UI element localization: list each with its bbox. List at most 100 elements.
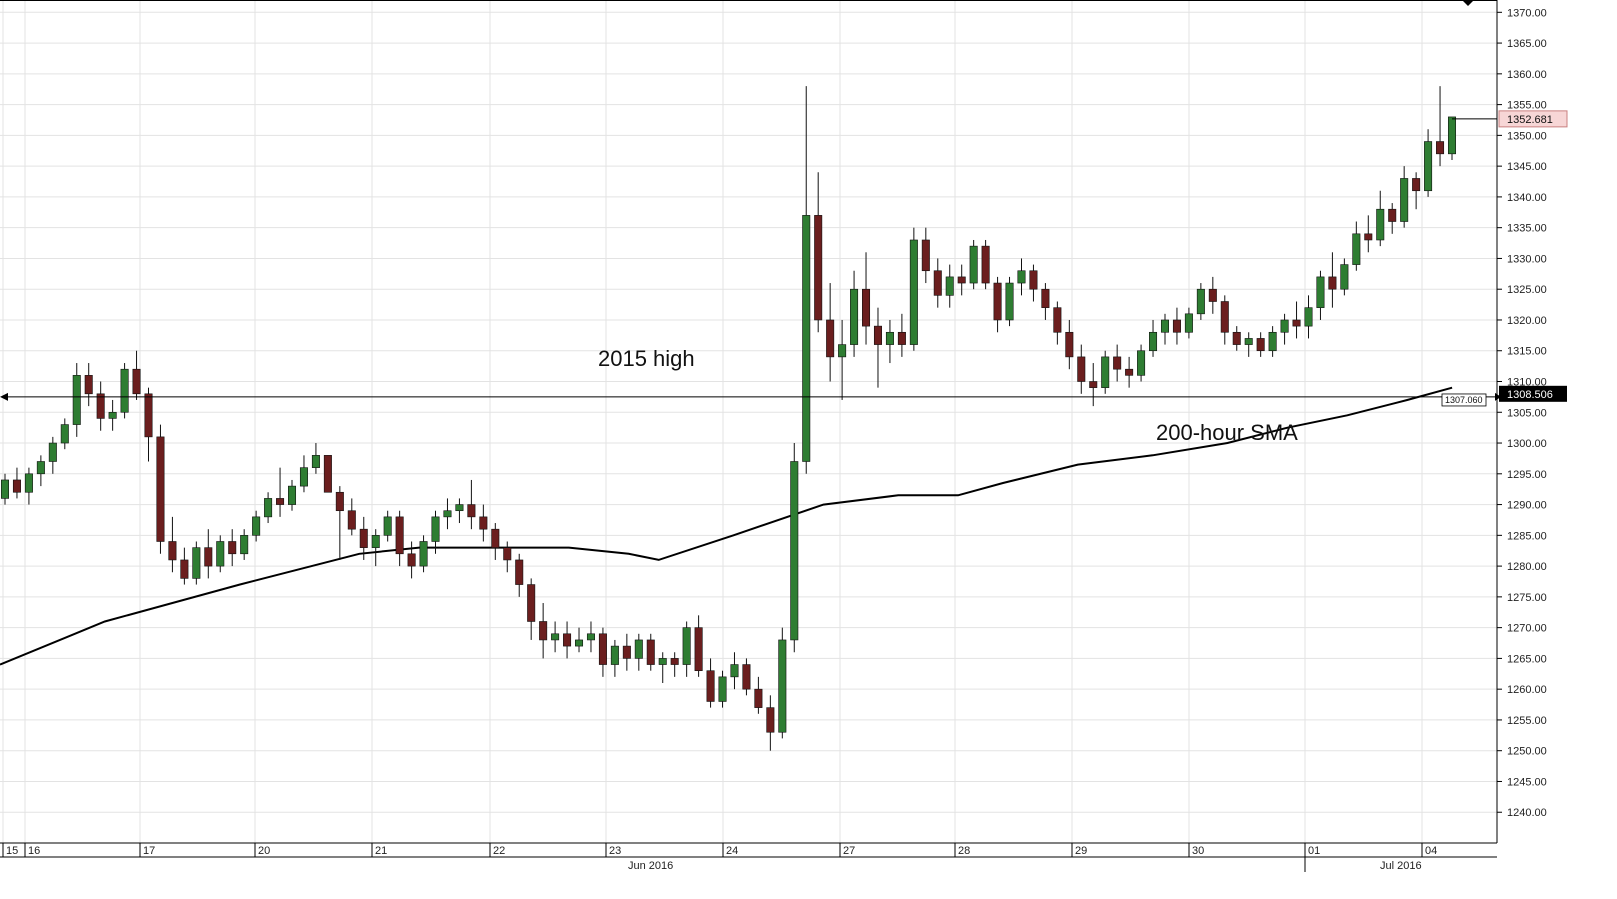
candle-body: [1447, 116, 1457, 155]
candle: [1065, 319, 1074, 370]
annotation-layer: 2015 high 200-hour SMA: [598, 346, 1298, 445]
candle: [72, 363, 81, 437]
candle-body: [586, 633, 595, 641]
candle-body: [1065, 331, 1074, 358]
candle: [1220, 295, 1229, 345]
candle: [1029, 264, 1038, 302]
candle-body: [1328, 276, 1337, 290]
candle: [216, 535, 225, 573]
candle-body: [108, 411, 117, 419]
candle-body: [1172, 319, 1181, 333]
candle-body: [658, 658, 667, 665]
sma-price-tag-label: 1307.060: [1445, 395, 1483, 405]
day-label: 27: [843, 845, 855, 857]
candle-body: [563, 633, 572, 647]
candle-body: [72, 375, 81, 425]
y-tick-label: 1245.00: [1507, 776, 1547, 788]
candle: [1101, 350, 1110, 394]
candle: [718, 670, 727, 708]
candle-body: [754, 688, 763, 708]
candle: [276, 467, 285, 517]
candle-body: [1268, 331, 1277, 352]
candle-body: [120, 368, 129, 413]
candle: [192, 541, 201, 585]
candle: [1184, 307, 1193, 339]
candle-body: [539, 621, 548, 641]
candle: [1149, 319, 1158, 357]
candle: [24, 467, 33, 505]
candle: [288, 479, 297, 511]
candle-body: [359, 528, 368, 548]
candle-body: [240, 535, 249, 555]
candle: [383, 510, 392, 542]
candle-body: [527, 584, 536, 622]
candle-body: [814, 215, 823, 321]
candle: [694, 615, 703, 677]
candle: [1125, 356, 1134, 388]
candle-body: [24, 473, 33, 493]
candle-body: [252, 516, 261, 536]
candle: [1424, 129, 1433, 197]
candle-body: [1436, 141, 1445, 155]
candle-body: [598, 633, 607, 665]
candle: [335, 486, 344, 560]
candle: [1137, 344, 1146, 382]
candle-body: [718, 676, 727, 702]
candle-body: [945, 276, 954, 296]
candle-body: [36, 461, 45, 475]
candle-body: [431, 516, 440, 542]
y-tick-label: 1355.00: [1507, 100, 1547, 112]
candle-body: [1196, 288, 1205, 315]
candle-body: [838, 344, 847, 358]
candle: [790, 443, 799, 653]
candle: [993, 276, 1002, 333]
candle-body: [1113, 356, 1122, 370]
y-tick-label: 1240.00: [1507, 807, 1547, 819]
candle: [1292, 301, 1301, 339]
day-label: 23: [609, 845, 621, 857]
candle: [359, 516, 368, 560]
candle: [909, 227, 918, 351]
price-tag-layer: 1352.681 1308.506 1307.060: [1441, 110, 1568, 407]
candle: [1244, 332, 1253, 357]
last-price-tag-label: 1352.681: [1507, 114, 1553, 126]
candle-body: [957, 276, 966, 284]
candle-body: [132, 368, 141, 395]
candle-body: [802, 215, 811, 462]
candle: [1352, 221, 1361, 271]
candle: [766, 695, 775, 751]
candle: [586, 621, 595, 653]
candle-body: [48, 442, 57, 462]
candle-body: [826, 319, 835, 358]
day-label: 29: [1075, 845, 1087, 857]
candle: [1304, 295, 1313, 339]
y-tick-label: 1340.00: [1507, 192, 1547, 204]
candle: [921, 227, 930, 284]
sma-line: [0, 386, 1453, 666]
candle-body: [323, 455, 332, 493]
candle-body: [730, 664, 739, 678]
candle-body: [1053, 307, 1062, 333]
candle-body: [610, 645, 619, 665]
candle: [527, 578, 536, 640]
y-tick-label: 1335.00: [1507, 223, 1547, 235]
candle: [252, 510, 261, 542]
candle: [754, 676, 763, 714]
candle: [311, 443, 320, 474]
candle: [299, 455, 308, 493]
candle-body: [371, 535, 380, 548]
candle-body: [299, 467, 308, 487]
y-tick-label: 1360.00: [1507, 69, 1547, 81]
candle: [1447, 116, 1457, 160]
candle-body: [634, 639, 643, 659]
y-tick-label: 1285.00: [1507, 530, 1547, 542]
candle-body: [180, 559, 189, 579]
candle: [395, 510, 404, 567]
candle: [1172, 307, 1181, 345]
candle-body: [1412, 178, 1421, 192]
resistance-arrow-left: [0, 392, 8, 401]
candle-body: [766, 707, 775, 733]
candle-body: [862, 288, 871, 327]
day-label: 22: [493, 845, 505, 857]
top-marker: [1462, 0, 1474, 6]
